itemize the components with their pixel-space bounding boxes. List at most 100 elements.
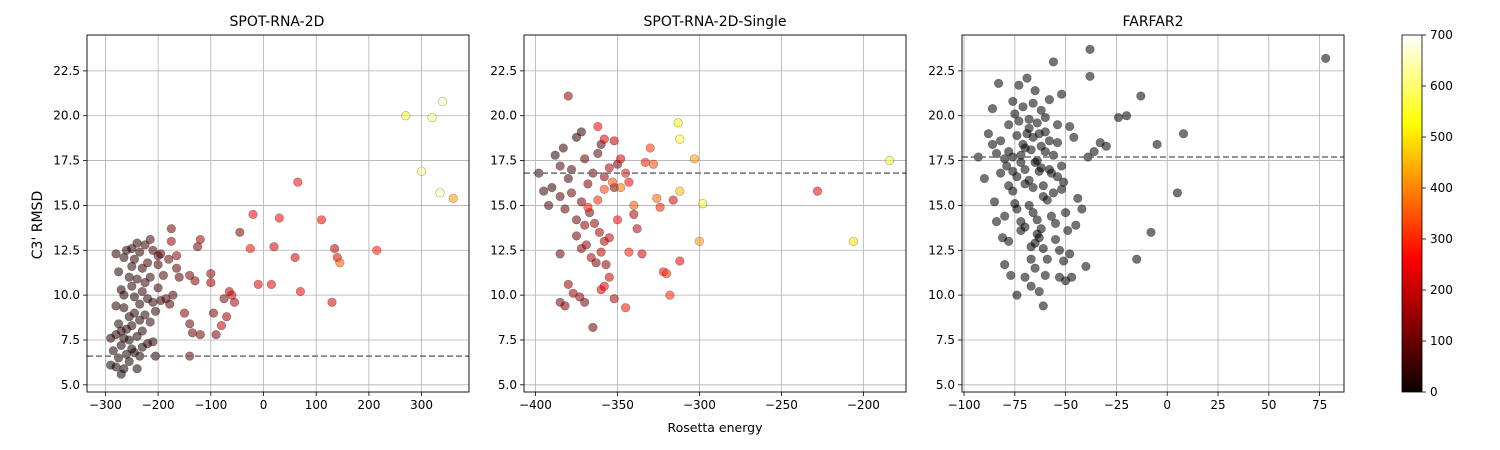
data-point <box>583 202 593 212</box>
data-point <box>593 148 603 158</box>
data-point <box>195 330 205 340</box>
data-point <box>1016 225 1026 236</box>
data-point <box>290 252 300 263</box>
y-tick-label: 7.5 <box>498 333 517 347</box>
data-point <box>143 294 153 304</box>
data-point <box>143 258 153 268</box>
data-point <box>127 321 137 331</box>
colorbar-tick-label: 600 <box>1430 79 1453 93</box>
data-point <box>1136 91 1146 101</box>
data-point <box>599 281 609 291</box>
data-point <box>235 227 245 237</box>
data-point <box>1050 218 1061 228</box>
data-point <box>645 143 655 153</box>
data-point <box>111 301 121 311</box>
data-point <box>1071 220 1081 230</box>
data-point <box>1101 141 1111 151</box>
y-tick-label: 22.5 <box>490 64 517 78</box>
y-tick-label: 10.0 <box>928 288 955 302</box>
data-point <box>113 353 124 363</box>
data-point <box>563 173 573 184</box>
data-point <box>1069 132 1079 142</box>
data-point <box>698 199 708 209</box>
data-point <box>179 308 190 318</box>
data-point <box>248 209 258 219</box>
grid <box>524 35 906 392</box>
data-point <box>1014 116 1024 126</box>
data-point <box>1321 53 1331 63</box>
data-point <box>1028 98 1038 108</box>
colorbar-gradient <box>1401 34 1423 393</box>
data-point <box>1121 111 1132 121</box>
data-point <box>266 279 277 290</box>
panel-title: SPOT-RNA-2D-Single <box>644 14 787 30</box>
data-point <box>1152 139 1162 149</box>
data-point <box>1060 208 1071 218</box>
data-point <box>1044 164 1054 175</box>
y-tick-label: 20.0 <box>490 109 517 123</box>
data-point <box>1016 157 1026 167</box>
data-point <box>1018 102 1028 112</box>
scatter-points <box>106 96 458 379</box>
data-point <box>576 197 587 207</box>
data-point <box>580 220 590 230</box>
x-tick-label: −300 <box>89 398 122 412</box>
data-point <box>195 234 205 245</box>
data-point <box>1000 211 1010 221</box>
data-point <box>106 360 116 370</box>
data-point <box>129 254 139 264</box>
data-point <box>1172 188 1182 198</box>
x-tick-label: 50 <box>1261 398 1276 412</box>
data-point <box>550 150 560 160</box>
data-point <box>995 136 1006 146</box>
data-point <box>1042 195 1052 205</box>
data-point <box>987 103 998 114</box>
data-point <box>694 236 705 246</box>
data-point <box>1006 270 1016 281</box>
x-tick-label: −200 <box>847 398 880 412</box>
data-point <box>599 134 609 144</box>
x-tick-label: 25 <box>1210 398 1225 412</box>
data-point <box>327 297 337 307</box>
y-tick-label: 17.5 <box>53 154 80 168</box>
data-point <box>1028 132 1038 142</box>
data-point <box>1050 234 1061 245</box>
data-point <box>1012 204 1022 214</box>
data-point <box>158 270 168 281</box>
data-point <box>689 154 700 164</box>
data-point <box>547 182 557 193</box>
x-tick-label: −100 <box>948 398 981 412</box>
data-point <box>594 227 605 237</box>
data-point <box>1046 211 1056 221</box>
data-point <box>1004 236 1014 246</box>
data-point <box>1026 254 1036 264</box>
data-point <box>1010 109 1020 119</box>
y-tick-label: 10.0 <box>490 288 517 302</box>
data-point <box>172 251 182 261</box>
data-point <box>593 195 603 205</box>
data-point <box>1058 256 1069 266</box>
x-tick-label: −300 <box>683 398 716 412</box>
data-point <box>150 306 161 316</box>
data-point <box>1056 89 1067 99</box>
data-point <box>335 258 345 268</box>
data-point <box>1042 254 1052 264</box>
panel-spot-rna-2d: SPOT-RNA-2D −300 −200 −100 0 100 200 300 5.0 7.5… <box>53 14 470 412</box>
data-point <box>588 322 598 333</box>
data-point <box>401 111 411 121</box>
data-point <box>652 193 662 203</box>
data-point <box>604 163 614 173</box>
data-point <box>1034 166 1044 176</box>
x-tick-label: −75 <box>1002 398 1027 412</box>
data-point <box>1044 136 1054 146</box>
data-point <box>1146 227 1156 237</box>
data-point <box>316 215 327 225</box>
data-point <box>137 286 147 297</box>
data-point <box>1040 127 1050 137</box>
data-point <box>111 249 121 259</box>
data-point <box>616 182 626 193</box>
data-point <box>1085 44 1095 55</box>
data-point <box>145 234 155 245</box>
data-point <box>295 286 306 297</box>
